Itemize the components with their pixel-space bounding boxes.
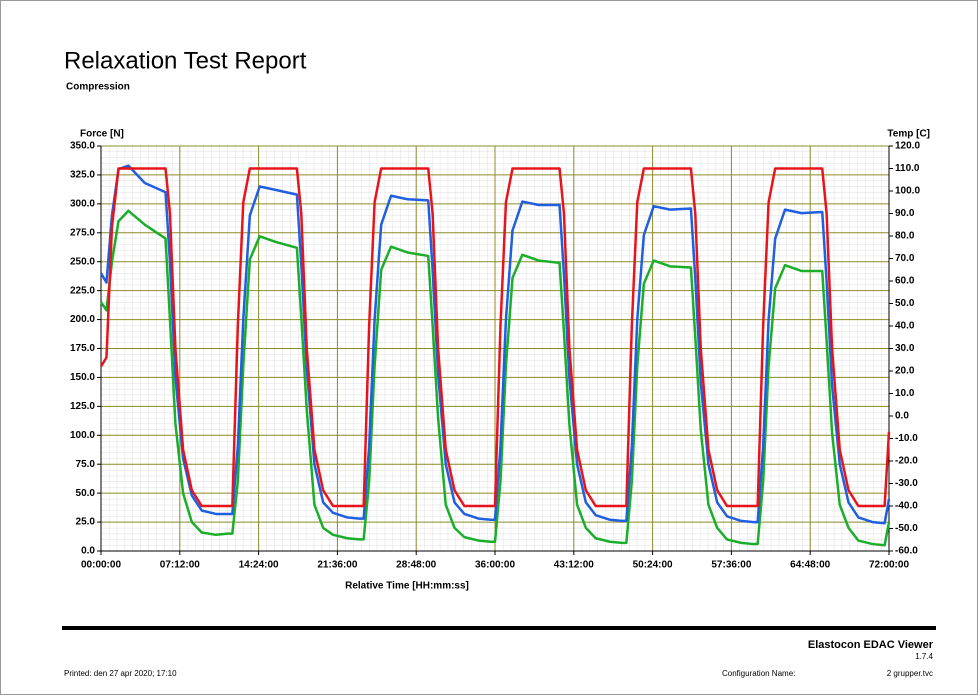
y-tick-label: 250.0 bbox=[70, 256, 95, 267]
y2-tick-label: 60.0 bbox=[895, 276, 915, 287]
y2-tick-label: -10.0 bbox=[895, 433, 918, 444]
y-tick-label: 0.0 bbox=[81, 546, 95, 557]
x-tick-label: 07:12:00 bbox=[160, 560, 200, 571]
x-tick-label: 43:12:00 bbox=[554, 560, 594, 571]
y-tick-label: 225.0 bbox=[70, 285, 95, 296]
y2-tick-label: 50.0 bbox=[895, 298, 915, 309]
y2-tick-label: 100.0 bbox=[895, 186, 920, 197]
y2-tick-label: 120.0 bbox=[895, 141, 920, 152]
y2-tick-label: 80.0 bbox=[895, 231, 915, 242]
series-line bbox=[99, 167, 891, 508]
y-tick-label: 25.0 bbox=[76, 517, 96, 528]
y2-tick-label: 90.0 bbox=[895, 208, 915, 219]
x-tick-label: 28:48:00 bbox=[396, 560, 436, 571]
y-tick-label: 300.0 bbox=[70, 198, 95, 209]
y-tick-label: 175.0 bbox=[70, 343, 95, 354]
y2-tick-label: -20.0 bbox=[895, 456, 918, 467]
x-tick-label: 57:36:00 bbox=[711, 560, 751, 571]
y2-tick-label: -40.0 bbox=[895, 501, 918, 512]
y2-tick-label: 10.0 bbox=[895, 388, 915, 399]
y2-tick-label: 110.0 bbox=[895, 163, 920, 174]
report-subtitle: Compression bbox=[66, 82, 130, 93]
x-tick-label: 50:24:00 bbox=[633, 560, 673, 571]
y2-tick-label: 20.0 bbox=[895, 366, 915, 377]
x-tick-label: 72:00:00 bbox=[869, 560, 909, 571]
y-tick-label: 75.0 bbox=[76, 459, 96, 470]
y-tick-label: 275.0 bbox=[70, 227, 95, 238]
x-tick-label: 36:00:00 bbox=[475, 560, 515, 571]
app-version: 1.7.4 bbox=[915, 652, 933, 661]
series-line bbox=[99, 164, 891, 525]
config-label: Configuration Name: bbox=[722, 669, 795, 678]
y2-tick-label: 30.0 bbox=[895, 343, 915, 354]
y-tick-label: 100.0 bbox=[70, 430, 95, 441]
y2-axis-label: Temp [C] bbox=[887, 129, 930, 140]
y-tick-label: 125.0 bbox=[70, 401, 95, 412]
y-axis-label: Force [N] bbox=[80, 129, 124, 140]
printed-date: Printed: den 27 apr 2020; 17:10 bbox=[64, 669, 177, 678]
app-name: Elastocon EDAC Viewer bbox=[808, 639, 934, 651]
y2-tick-label: 70.0 bbox=[895, 253, 915, 264]
x-tick-label: 14:24:00 bbox=[239, 560, 279, 571]
x-axis-label: Relative Time [HH:mm:ss] bbox=[345, 581, 469, 592]
y2-tick-label: 0.0 bbox=[895, 411, 909, 422]
y2-tick-label: 40.0 bbox=[895, 321, 915, 332]
y-tick-label: 50.0 bbox=[76, 488, 96, 499]
x-tick-label: 64:48:00 bbox=[790, 560, 830, 571]
x-tick-label: 21:36:00 bbox=[317, 560, 357, 571]
x-tick-label: 00:00:00 bbox=[81, 560, 121, 571]
y-tick-label: 150.0 bbox=[70, 372, 95, 383]
config-value: 2 grupper.tvc bbox=[887, 669, 933, 678]
y-tick-label: 325.0 bbox=[70, 170, 95, 181]
report-title: Relaxation Test Report bbox=[64, 47, 307, 74]
y2-tick-label: -50.0 bbox=[895, 523, 918, 534]
y2-tick-label: -30.0 bbox=[895, 478, 918, 489]
y-tick-label: 350.0 bbox=[70, 141, 95, 152]
series-line bbox=[99, 209, 891, 547]
y2-tick-label: -60.0 bbox=[895, 546, 918, 557]
y-tick-label: 200.0 bbox=[70, 314, 95, 325]
